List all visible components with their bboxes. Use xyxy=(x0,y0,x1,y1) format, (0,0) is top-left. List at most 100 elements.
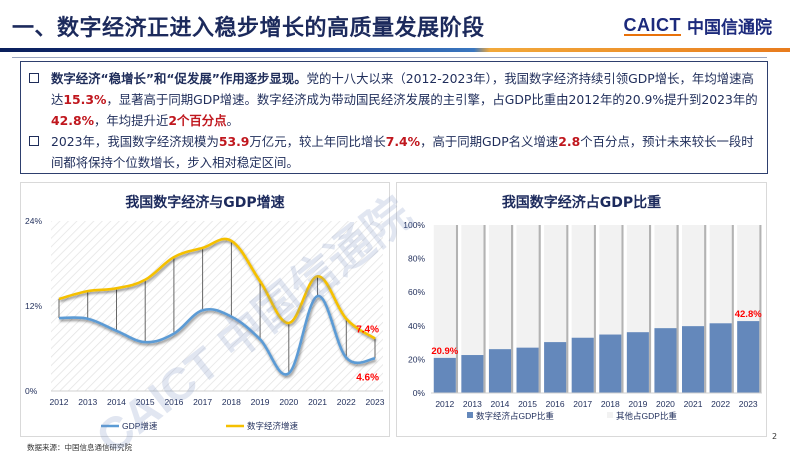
x-tick-label: 2015 xyxy=(518,399,537,409)
legend-label: 数字经济占GDP比重 xyxy=(476,411,554,421)
x-tick-label: 2016 xyxy=(164,397,183,407)
summary-text: 2023年，我国数字经济规模为 xyxy=(51,134,219,149)
x-tick-label: 2013 xyxy=(463,399,482,409)
bar-digital-share xyxy=(737,321,759,393)
legend-swatch xyxy=(607,412,613,418)
y-tick-label: 24% xyxy=(25,216,42,226)
x-tick-label: 2014 xyxy=(107,397,126,407)
bar-other-share xyxy=(517,225,539,348)
bar-shadow xyxy=(456,225,458,393)
page-title: 一、数字经济正进入稳步增长的高质量发展阶段 xyxy=(12,10,485,42)
summary-text: 万亿元，较上年同比增长 xyxy=(249,134,385,149)
bar-digital-share xyxy=(627,332,649,393)
legend-swatch xyxy=(467,412,473,418)
x-tick-label: 2020 xyxy=(279,397,298,407)
y-tick-label: 80% xyxy=(408,254,425,264)
bar-other-share xyxy=(654,225,676,328)
data-label: 42.8% xyxy=(735,309,762,320)
x-tick-label: 2023 xyxy=(739,399,758,409)
x-tick-label: 2017 xyxy=(573,399,592,409)
bar-other-share xyxy=(461,225,483,355)
x-tick-label: 2015 xyxy=(136,397,155,407)
highlight-value: 2.8 xyxy=(558,134,580,149)
data-source-note: 数据来源：中国信息通信研究院 xyxy=(27,442,132,453)
data-label: 4.6% xyxy=(356,372,379,383)
bar-digital-share xyxy=(434,358,456,393)
header-divider xyxy=(0,48,790,52)
x-tick-label: 2023 xyxy=(366,397,385,407)
bar-other-share xyxy=(737,225,759,321)
summary-text: ，高于同期GDP名义增速 xyxy=(420,134,558,149)
bar-other-share xyxy=(682,225,704,326)
summary-text: 。 xyxy=(227,113,239,128)
caict-logo: CAICT 中国信通院 xyxy=(624,13,773,38)
bar-other-share xyxy=(710,225,732,323)
data-label: 7.4% xyxy=(356,325,379,336)
highlight-value: 15.3% xyxy=(63,92,106,107)
x-tick-label: 2020 xyxy=(656,399,675,409)
y-tick-label: 0% xyxy=(25,386,38,396)
bar-shadow xyxy=(483,225,485,393)
square-bullet-icon xyxy=(29,136,39,146)
x-tick-label: 2019 xyxy=(251,397,270,407)
bar-other-share xyxy=(627,225,649,332)
bar-other-share xyxy=(572,225,594,338)
x-tick-label: 2016 xyxy=(546,399,565,409)
summary-lead: 数字经济“稳增长”和“促发展”作用逐步显现。 xyxy=(51,71,307,86)
bar-shadow xyxy=(539,225,541,393)
summary-paragraph-2: 2023年，我国数字经济规模为53.9万亿元，较上年同比增长7.4%，高于同期G… xyxy=(29,131,759,173)
summary-text: ，年均提升近 xyxy=(94,113,168,128)
x-tick-label: 2012 xyxy=(50,397,69,407)
bar-shadow xyxy=(594,225,596,393)
bar-digital-share xyxy=(517,348,539,393)
highlight-value: 2个百分点 xyxy=(168,113,226,128)
bar-digital-share xyxy=(654,328,676,393)
bar-digital-share xyxy=(461,355,483,393)
bar-other-share xyxy=(599,225,621,335)
x-tick-label: 2021 xyxy=(684,399,703,409)
y-tick-label: 40% xyxy=(408,321,425,331)
x-tick-label: 2014 xyxy=(490,399,509,409)
bar-digital-share xyxy=(682,326,704,393)
bar-shadow xyxy=(676,225,678,393)
bar-shadow xyxy=(511,225,513,393)
bar-shadow xyxy=(732,225,734,393)
highlight-value: 42.8% xyxy=(51,113,94,128)
bar-shadow xyxy=(649,225,651,393)
x-tick-label: 2013 xyxy=(78,397,97,407)
plot-area-background xyxy=(51,221,383,391)
logo-text-en: CAICT xyxy=(624,16,682,36)
summary-box: 数字经济“稳增长”和“促发展”作用逐步显现。党的十八大以来（2012-2023年… xyxy=(20,61,768,174)
y-tick-label: 20% xyxy=(408,354,425,364)
bar-other-share xyxy=(434,225,456,358)
summary-paragraph-1: 数字经济“稳增长”和“促发展”作用逐步显现。党的十八大以来（2012-2023年… xyxy=(29,68,759,131)
bar-other-share xyxy=(489,225,511,349)
x-tick-label: 2018 xyxy=(601,399,620,409)
legend-label: GDP增速 xyxy=(122,421,158,431)
page-number: 2 xyxy=(772,432,777,441)
highlight-value: 7.4% xyxy=(386,134,420,149)
bar-shadow xyxy=(621,225,623,393)
bar-digital-share xyxy=(544,342,566,393)
legend-label: 数字经济增速 xyxy=(247,421,299,431)
legend-label: 其他占GDP比重 xyxy=(616,411,677,421)
x-tick-label: 2018 xyxy=(222,397,241,407)
bar-shadow xyxy=(704,225,706,393)
summary-text: ，显著高于同期GDP增速。数字经济成为带动国民经济发展的主引擎，占GDP比重由2… xyxy=(106,92,757,107)
bar-digital-share xyxy=(599,335,621,393)
y-tick-label: 0% xyxy=(413,388,426,398)
bar-digital-share xyxy=(489,349,511,393)
logo-text-cn: 中国信通院 xyxy=(687,13,772,38)
bar-digital-share xyxy=(710,323,732,393)
highlight-value: 53.9 xyxy=(219,134,250,149)
y-tick-label: 60% xyxy=(408,287,425,297)
bar-digital-share xyxy=(572,338,594,393)
bar-shadow xyxy=(566,225,568,393)
x-tick-label: 2021 xyxy=(308,397,327,407)
y-tick-label: 100% xyxy=(403,220,425,230)
x-tick-label: 2017 xyxy=(193,397,212,407)
x-tick-label: 2019 xyxy=(628,399,647,409)
